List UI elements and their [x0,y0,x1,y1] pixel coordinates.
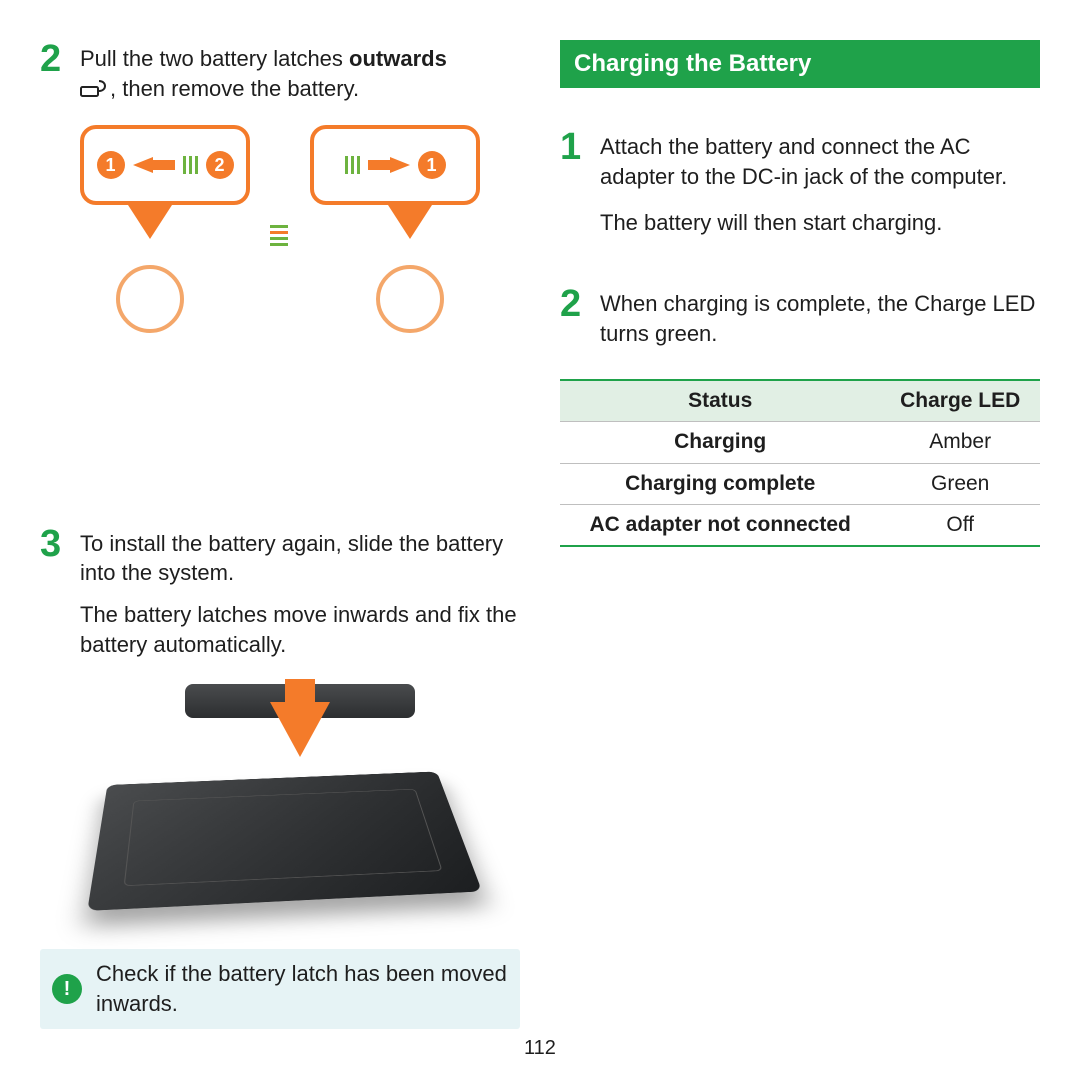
slot-icon [345,156,360,174]
status-cell: AC adapter not connected [560,504,880,546]
pointer-down-icon [128,205,172,239]
step-number: 3 [40,525,70,660]
arrow-right-icon [390,157,410,173]
led-cell: Amber [880,422,1040,463]
led-cell: Green [880,463,1040,504]
table-header-led: Charge LED [880,380,1040,422]
status-cell: Charging complete [560,463,880,504]
center-mark-icon [270,225,288,246]
badge-1-icon: 1 [97,151,125,179]
table-row: AC adapter not connected Off [560,504,1040,546]
charge-led-table: Status Charge LED Charging Amber Chargin… [560,379,1040,547]
step-number: 1 [560,128,590,237]
target-circle-icon [116,265,184,333]
insert-arrow-icon [270,702,330,757]
table-row: Charging complete Green [560,463,1040,504]
latch-diagram: 1 2 1 [70,125,490,365]
pointer-down-icon [388,205,432,239]
step-3-line-1: To install the battery again, slide the … [80,529,520,588]
step-number: 2 [560,285,590,348]
alert-icon: ! [52,974,82,1004]
badge-2-icon: 2 [206,151,234,179]
page: 2 Pull the two battery latches outwards … [0,0,1080,1030]
note-text: Check if the battery latch has been move… [96,959,508,1018]
laptop-illustration [90,684,470,934]
page-number: 112 [0,1035,1080,1062]
left-step-3: 3 To install the battery again, slide th… [40,525,520,660]
target-circle-icon [376,265,444,333]
table-row: Charging Amber [560,422,1040,463]
badge-1-icon: 1 [418,151,446,179]
right-step-1: 1 Attach the battery and connect the AC … [560,128,1040,237]
step-2-text: Pull the two battery latches outwards , … [80,40,447,105]
step-3-text: To install the battery again, slide the … [80,525,520,660]
section-header: Charging the Battery [560,40,1040,88]
right-step-2-text: When charging is complete, the Charge LE… [600,285,1040,348]
left-step-2: 2 Pull the two battery latches outwards … [40,40,520,105]
led-cell: Off [880,504,1040,546]
right-step-1-line-1: Attach the battery and connect the AC ad… [600,132,1040,191]
right-step-2: 2 When charging is complete, the Charge … [560,285,1040,348]
laptop-underside-graphic [87,772,482,911]
right-step-1-text: Attach the battery and connect the AC ad… [600,128,1040,237]
table-header-status: Status [560,380,880,422]
slot-icon [183,156,198,174]
right-step-1-line-2: The battery will then start charging. [600,208,1040,238]
step-2-text-a: Pull the two battery latches [80,46,349,71]
unlock-icon [80,75,110,105]
latch-box-right: 1 [310,125,480,205]
status-cell: Charging [560,422,880,463]
step-3-line-2: The battery latches move inwards and fix… [80,600,520,659]
left-column: 2 Pull the two battery latches outwards … [40,40,520,1000]
table-header-row: Status Charge LED [560,380,1040,422]
arrow-left-icon [133,157,153,173]
step-number: 2 [40,40,70,105]
latch-box-left: 1 2 [80,125,250,205]
step-2-bold: outwards [349,46,447,71]
right-column: Charging the Battery 1 Attach the batter… [560,40,1040,1000]
step-2-text-b: , then remove the battery. [110,76,359,101]
note-box: ! Check if the battery latch has been mo… [40,949,520,1028]
